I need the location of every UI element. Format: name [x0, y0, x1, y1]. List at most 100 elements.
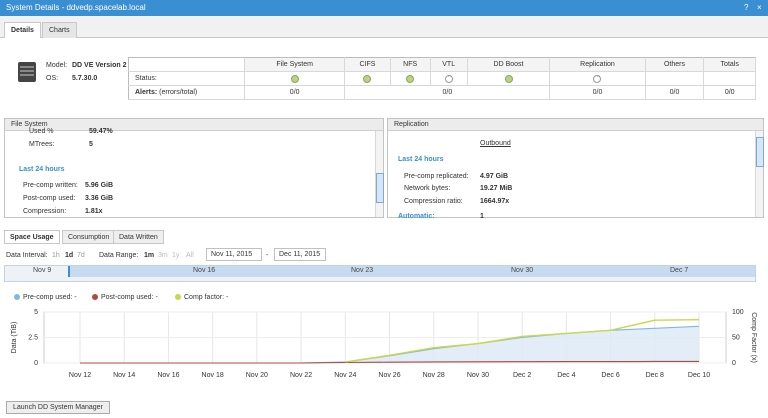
x-tick-label: Nov 24 [334, 372, 356, 379]
legend-dot-icon [175, 294, 181, 301]
navigator-label: Dec 7 [670, 267, 689, 274]
x-tick-label: Dec 2 [513, 372, 531, 379]
tab-details[interactable]: Details [4, 22, 41, 39]
postcomp-used-value: 3.36 GiB [85, 195, 114, 202]
x-tick-label: Nov 30 [467, 372, 489, 379]
window-titlebar: System Details - ddvedp.spacelab.local ?… [0, 0, 768, 16]
tab-data-written[interactable]: Data Written [113, 230, 164, 244]
col-header: Totals [703, 57, 756, 72]
legend-comp-factor[interactable]: Comp factor: - [175, 294, 228, 301]
compression-label: Compression: [23, 208, 67, 215]
y2-tick-label: 0 [732, 360, 736, 367]
y-tick-label: 5 [34, 309, 38, 316]
precomp-written-label: Pre-comp written: [23, 182, 78, 189]
model-value: DD VE Version 2 [72, 62, 127, 69]
col-header: Others [645, 57, 705, 72]
interval-label: Data Interval: [6, 252, 48, 259]
launch-dd-system-manager-button[interactable]: Launch DD System Manager [6, 401, 110, 414]
series-line-comp-factor [345, 318, 700, 363]
range-1y[interactable]: 1y [172, 252, 180, 259]
outbound-header: Outbound [480, 140, 511, 147]
tab-consumption[interactable]: Consumption [62, 230, 116, 244]
os-value: 5.7.30.0 [72, 75, 98, 82]
to-date-field[interactable]: Dec 11, 2015 [274, 248, 326, 261]
filesystem-panel: File System Used % 59.47% MTrees: 5 Last… [4, 118, 384, 218]
network-bytes-value: 19.27 MiB [480, 185, 513, 192]
x-tick-label: Dec 8 [646, 372, 664, 379]
used-value: 59.47% [89, 128, 113, 135]
x-tick-label: Nov 16 [157, 372, 179, 379]
navigator-label: Nov 16 [193, 267, 216, 274]
interval-7d[interactable]: 7d [77, 252, 85, 259]
navigator-selection[interactable] [68, 266, 755, 277]
mtrees-value: 5 [89, 141, 93, 148]
status-ok-icon [504, 74, 513, 83]
x-tick-label: Nov 20 [246, 372, 268, 379]
tab-space-usage[interactable]: Space Usage [4, 230, 60, 244]
x-tick-label: Dec 4 [557, 372, 575, 379]
model-label: Model: [46, 62, 68, 69]
used-label: Used % [29, 128, 54, 135]
automatic-label: Automatic: [398, 213, 435, 220]
date-separator: - [266, 252, 269, 259]
status-ok-icon [290, 74, 299, 83]
alerts-totals: 0/0 [703, 85, 756, 100]
replication-scrollbar[interactable] [755, 131, 764, 217]
precomp-written-value: 5.96 GiB [85, 182, 114, 189]
replication-panel: Replication Outbound Last 24 hours Pre-c… [387, 118, 764, 220]
filesystem-scrollbar[interactable] [375, 131, 384, 217]
help-icon[interactable]: ? [744, 3, 749, 12]
alerts-replication: 0/0 [549, 85, 646, 100]
x-tick-label: Nov 14 [113, 372, 135, 379]
precomp-replicated-label: Pre-comp replicated: [404, 173, 469, 180]
compression-ratio-label: Compression ratio: [404, 198, 463, 205]
series-line-postcomp [80, 360, 699, 364]
alerts-others: 0/0 [645, 85, 705, 100]
y2-tick-label: 50 [732, 335, 740, 342]
navigator-label: Nov 30 [511, 267, 534, 274]
status-disabled-icon [444, 73, 454, 83]
compression-ratio-value: 1664.97x [480, 198, 510, 205]
x-tick-label: Dec 10 [688, 372, 710, 379]
interval-1d[interactable]: 1d [65, 252, 74, 259]
last24-heading: Last 24 hours [19, 166, 65, 173]
replication-panel-title: Replication [388, 119, 763, 131]
scrollbar-thumb[interactable] [756, 137, 764, 167]
y2-tick-label: 100 [732, 309, 744, 316]
close-icon[interactable]: × [757, 3, 762, 12]
x-tick-label: Nov 12 [69, 372, 91, 379]
space-usage-chart: Nov 12 Nov 14 Nov 16 Nov 18 Nov 20 Nov 22 Nov … [11, 309, 757, 379]
scrollbar-thumb[interactable] [376, 173, 384, 203]
range-3m[interactable]: 3m [158, 252, 168, 259]
range-all[interactable]: All [186, 252, 194, 259]
col-header: DD Boost [467, 57, 551, 72]
legend-postcomp[interactable]: Post-comp used: - [92, 294, 158, 301]
interval-1h[interactable]: 1h [52, 252, 60, 259]
range-1m[interactable]: 1m [144, 252, 155, 259]
x-tick-label: Nov 18 [202, 372, 224, 379]
col-header: VTL [430, 57, 468, 72]
network-bytes-label: Network bytes: [404, 185, 451, 192]
col-header: NFS [390, 57, 431, 72]
replication-last24-heading: Last 24 hours [398, 156, 444, 163]
y2-axis-label: Comp Factor (x) [750, 312, 757, 363]
status-label: Status: [128, 71, 245, 86]
col-header: File System [244, 57, 346, 72]
compression-value: 1.81x [85, 208, 103, 215]
x-tick-label: Nov 22 [290, 372, 312, 379]
mtrees-label: MTrees: [29, 141, 55, 148]
from-date-field[interactable]: Nov 11, 2015 [206, 248, 262, 261]
filesystem-panel-title: File System [5, 119, 383, 131]
col-header: CIFS [344, 57, 391, 72]
range-navigator[interactable]: Nov 9 Nov 16 Nov 23 Nov 30 Dec 7 [4, 265, 756, 282]
x-tick-label: Nov 28 [423, 372, 445, 379]
tab-bar: Details Charts [0, 16, 768, 39]
navigator-label: Nov 23 [351, 267, 374, 274]
server-icon [18, 62, 36, 82]
col-header: Replication [549, 57, 646, 72]
postcomp-used-label: Post-comp used: [23, 195, 76, 202]
alerts-label: Alerts: (errors/total) [128, 85, 245, 100]
services-table: File System CIFS NFS VTL DD Boost Replic… [128, 57, 756, 100]
legend-precomp[interactable]: Pre-comp used: - [14, 294, 77, 301]
tab-charts[interactable]: Charts [42, 22, 77, 38]
